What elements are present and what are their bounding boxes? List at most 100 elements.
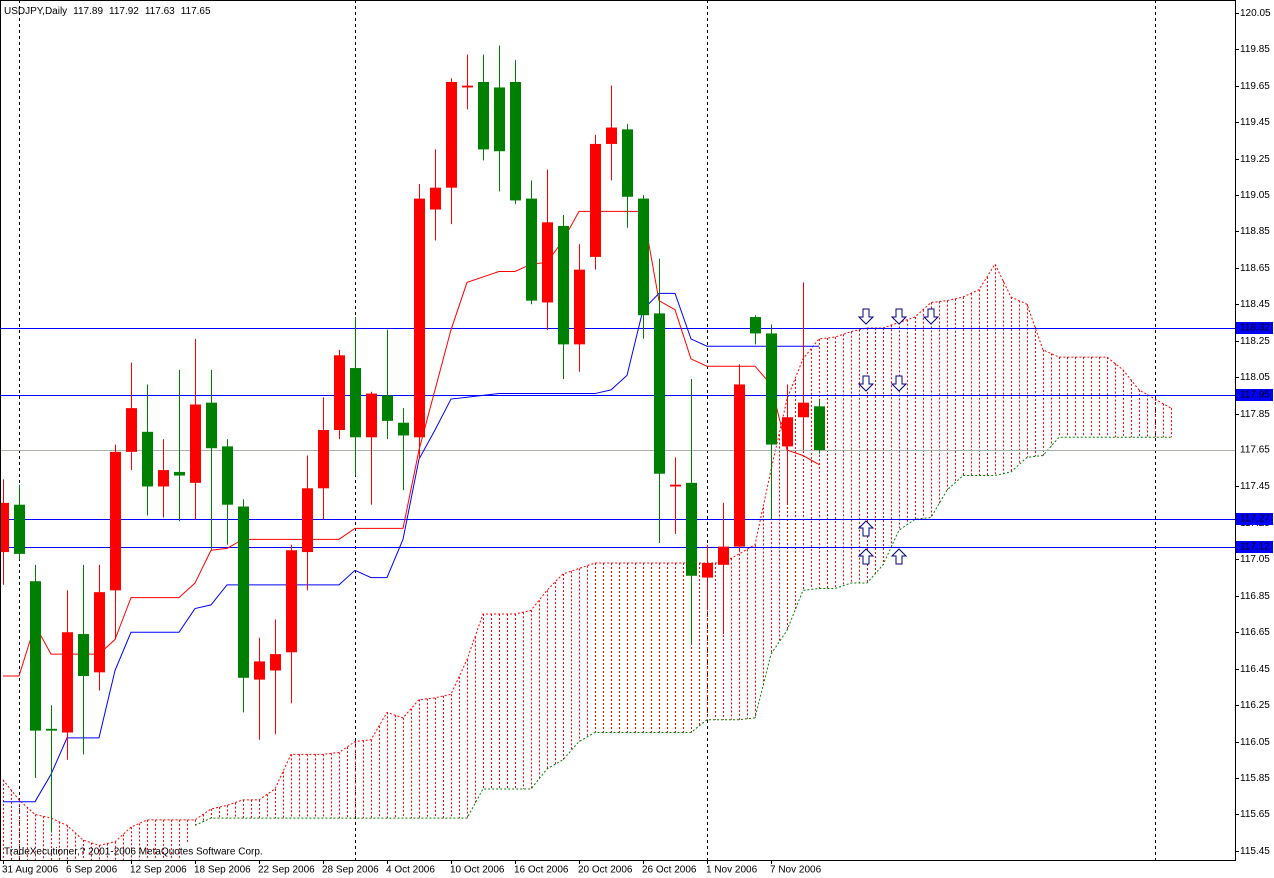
- candle-body: [622, 129, 633, 197]
- candle-body: [254, 661, 265, 680]
- y-tick-label: 119.85: [1240, 44, 1270, 55]
- y-tick-label: 120.05: [1240, 8, 1271, 19]
- y-tick-label: 117.05: [1240, 554, 1270, 565]
- candle-body: [222, 446, 233, 505]
- candle-body: [478, 81, 489, 150]
- x-tick-label: 16 Oct 2006: [514, 865, 569, 876]
- candle-body: [718, 546, 729, 565]
- candle-body: [750, 317, 761, 334]
- y-tick-label: 117.45: [1240, 481, 1270, 492]
- candle-body: [190, 404, 201, 483]
- signal-arrow: [890, 375, 908, 392]
- candle-body: [0, 502, 9, 553]
- x-tick-label: 22 Sep 2006: [258, 865, 315, 876]
- candle-body: [270, 654, 281, 671]
- level-label: 117.95: [1240, 390, 1270, 401]
- level-label: 118.32: [1240, 323, 1270, 334]
- indicator-line: [3, 292, 819, 803]
- candle-body: [382, 395, 393, 421]
- level-box: [1236, 541, 1273, 553]
- candle-body: [542, 222, 553, 303]
- x-tick-label: 26 Oct 2006: [642, 865, 697, 876]
- y-tick-label: 118.45: [1240, 299, 1270, 310]
- level-box: [1236, 322, 1273, 334]
- plot-area: [0, 0, 1235, 860]
- y-tick-label: 119.05: [1240, 190, 1270, 201]
- candle-body: [62, 632, 73, 733]
- y-tick-label: 116.65: [1240, 627, 1270, 638]
- y-tick-label: 119.45: [1240, 117, 1270, 128]
- candle-body: [494, 87, 505, 152]
- y-tick-label: 115.45: [1240, 846, 1270, 857]
- x-tick-label: 18 Sep 2006: [194, 865, 251, 876]
- level-box: [1236, 513, 1273, 525]
- candle-body: [670, 484, 681, 487]
- y-tick-label: 116.85: [1240, 591, 1270, 602]
- candle-body: [558, 225, 569, 345]
- title-open: 117.89: [73, 6, 103, 17]
- x-tick-label: 6 Sep 2006: [66, 865, 118, 876]
- y-tick-label: 115.85: [1240, 773, 1270, 784]
- candle-body: [782, 417, 793, 447]
- candle-body: [446, 81, 457, 188]
- candle-body: [30, 581, 41, 731]
- candle-body: [110, 451, 121, 591]
- candle-body: [462, 85, 473, 88]
- candle-body: [574, 269, 585, 345]
- title-symbol: USDJPY,Daily: [4, 6, 67, 17]
- plot-border: [0, 0, 1236, 861]
- bid-box: [1236, 444, 1273, 456]
- candle-body: [526, 198, 537, 301]
- level-box: [1236, 389, 1273, 401]
- candle-body: [14, 504, 25, 554]
- candle-body: [430, 187, 441, 210]
- signal-arrow: [890, 308, 908, 325]
- bid-label: 117.65: [1240, 445, 1270, 456]
- x-tick-label: 28 Sep 2006: [322, 865, 379, 876]
- candle-body: [318, 430, 329, 489]
- signal-arrow: [857, 520, 875, 537]
- chart-title: USDJPY,Daily 117.89 117.92 117.63 117.65: [4, 6, 211, 17]
- y-tick-label: 118.85: [1240, 226, 1270, 237]
- y-tick-label: 115.65: [1240, 809, 1270, 820]
- x-tick-label: 4 Oct 2006: [386, 865, 435, 876]
- x-tick-label: 20 Oct 2006: [578, 865, 633, 876]
- candle-body: [366, 393, 377, 438]
- candle-body: [350, 368, 361, 438]
- signal-arrow: [922, 308, 940, 325]
- candle-body: [510, 81, 521, 201]
- y-tick-label: 117.85: [1240, 409, 1270, 420]
- candle-body: [414, 198, 425, 438]
- title-low: 117.63: [145, 6, 175, 17]
- candle-body: [126, 408, 137, 452]
- candle-body: [142, 431, 153, 487]
- y-tick-label: 116.25: [1240, 700, 1270, 711]
- y-tick-label: 118.25: [1240, 336, 1270, 347]
- candle-body: [686, 482, 697, 576]
- x-tick-label: 10 Oct 2006: [450, 865, 505, 876]
- candle-body: [798, 402, 809, 418]
- candle-body: [398, 422, 409, 436]
- x-tick-label: 12 Sep 2006: [130, 865, 187, 876]
- watermark: TradeXecutioner,? 2001-2006 MetaQuotes S…: [4, 847, 263, 858]
- y-tick-label: 119.65: [1240, 81, 1270, 92]
- candle-body: [206, 402, 217, 449]
- level-label: 117.12: [1240, 542, 1270, 553]
- candle-body: [734, 384, 745, 547]
- y-tick-label: 119.25: [1240, 154, 1270, 165]
- title-close: 117.65: [181, 6, 211, 17]
- candle-body: [702, 563, 713, 578]
- candle-body: [158, 470, 169, 487]
- candle-body: [334, 355, 345, 430]
- x-tick-label: 1 Nov 2006: [706, 865, 758, 876]
- candle-body: [94, 592, 105, 673]
- candle-body: [654, 313, 665, 474]
- candle-body: [286, 550, 297, 653]
- level-label: 117.27: [1240, 514, 1270, 525]
- y-tick-label: 118.05: [1240, 372, 1270, 383]
- candle-body: [174, 471, 185, 476]
- title-high: 117.92: [109, 6, 139, 17]
- candle-body: [606, 127, 617, 144]
